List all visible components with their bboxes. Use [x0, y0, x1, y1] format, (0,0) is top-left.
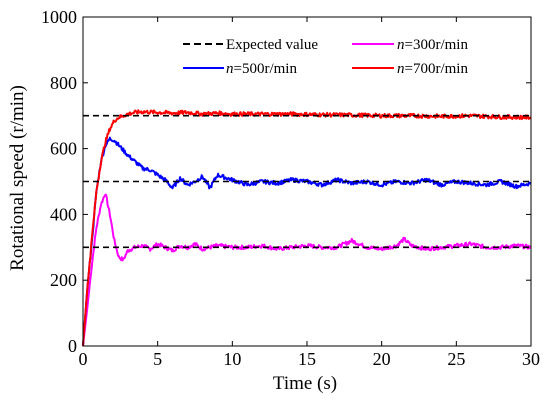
y-tick-label: 600	[50, 139, 77, 159]
series-line-2	[82, 136, 532, 347]
x-tick-label: 25	[447, 349, 465, 369]
x-axis-title: Time (s)	[273, 373, 337, 394]
plot-area	[82, 109, 532, 347]
y-tick-label: 400	[50, 204, 77, 224]
tick-labels: 0 5 10 15 20 25 30 0 200 400 600 800 1000	[41, 7, 540, 369]
legend-label-300: n=300r/min	[397, 37, 468, 53]
x-tick-label: 5	[153, 349, 162, 369]
y-tick-label: 0	[68, 336, 77, 356]
x-tick-label: 0	[79, 349, 88, 369]
x-tick-label: 15	[298, 349, 316, 369]
axes	[82, 16, 532, 347]
legend-label-expected: Expected value	[226, 37, 318, 53]
legend-label-700: n=700r/min	[397, 61, 468, 77]
x-tick-label: 20	[373, 349, 391, 369]
y-tick-label: 1000	[41, 7, 77, 27]
y-tick-label: 200	[50, 270, 77, 290]
series-line-3	[82, 109, 532, 347]
series-line-1	[82, 193, 532, 347]
legend-label-500: n=500r/min	[226, 61, 297, 77]
x-tick-label: 10	[223, 349, 241, 369]
y-tick-label: 800	[50, 73, 77, 93]
legend: Expected value n=300r/min n=500r/min n=7…	[183, 37, 468, 77]
y-axis-title: Rotational speed (r/min)	[7, 85, 28, 271]
x-tick-label: 30	[522, 349, 540, 369]
